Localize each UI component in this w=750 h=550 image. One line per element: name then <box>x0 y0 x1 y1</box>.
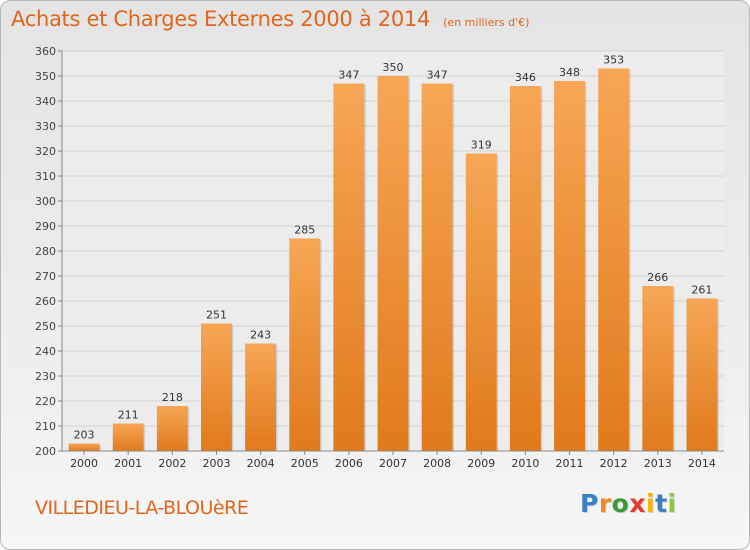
x-tick-label: 2000 <box>70 457 98 470</box>
y-tick-label: 360 <box>35 45 56 58</box>
y-tick-label: 320 <box>35 145 56 158</box>
bar <box>245 343 277 451</box>
y-tick-label: 350 <box>35 70 56 83</box>
x-tick-label: 2011 <box>556 457 584 470</box>
x-tick-label: 2008 <box>423 457 451 470</box>
y-tick-label: 300 <box>35 195 56 208</box>
bar-value-label: 348 <box>559 66 580 79</box>
x-tick-label: 2009 <box>467 457 495 470</box>
bar <box>465 153 497 451</box>
bar-value-label: 243 <box>250 329 271 342</box>
x-tick-label: 2014 <box>688 457 716 470</box>
y-tick-label: 200 <box>35 445 56 458</box>
logo-letter: x <box>629 489 646 518</box>
y-tick-label: 330 <box>35 120 56 133</box>
bar-value-label: 347 <box>427 69 448 82</box>
y-tick-label: 280 <box>35 245 56 258</box>
x-tick-label: 2010 <box>511 457 539 470</box>
title-row: Achats et Charges Externes 2000 à 2014 (… <box>11 7 529 31</box>
y-tick-label: 250 <box>35 320 56 333</box>
axes: 200 210 220 230 240 250 260 270 280 290 300 310 320 3… <box>35 45 724 470</box>
logo-letter: i <box>646 489 656 518</box>
y-tick-label: 310 <box>35 170 56 183</box>
bar-value-label: 218 <box>162 391 183 404</box>
bar-value-label: 266 <box>647 271 668 284</box>
y-tick-label: 220 <box>35 395 56 408</box>
bar-value-label: 319 <box>471 139 492 152</box>
logo-letter: i <box>667 489 677 518</box>
logo-letter: r <box>598 489 612 518</box>
bars: 203 211 218 251 243 285 347 350 347 319 346 348 353 2… <box>68 54 719 451</box>
bar-value-label: 347 <box>338 69 359 82</box>
x-tick-label: 2004 <box>247 457 275 470</box>
bar <box>686 298 718 451</box>
bar <box>333 83 365 451</box>
bar <box>377 76 409 451</box>
logo-letter: P <box>580 489 599 518</box>
bar-value-label: 350 <box>383 61 404 74</box>
bar-value-label: 211 <box>118 409 139 422</box>
logo-letter: o <box>611 489 630 518</box>
bar-value-label: 203 <box>74 429 95 442</box>
bar <box>156 406 188 451</box>
y-tick-label: 240 <box>35 345 56 358</box>
bar <box>421 83 453 451</box>
bar <box>554 81 585 451</box>
x-tick-label: 2005 <box>291 457 319 470</box>
x-tick-label: 2001 <box>114 457 142 470</box>
y-tick-label: 270 <box>35 270 56 283</box>
chart-subtitle: (en milliers d'€) <box>443 16 530 29</box>
bar <box>642 286 674 451</box>
x-tick-label: 2003 <box>202 457 230 470</box>
bar-value-label: 353 <box>603 54 624 67</box>
x-tick-label: 2013 <box>644 457 672 470</box>
y-tick-label: 210 <box>35 420 56 433</box>
bar-value-label: 251 <box>206 309 227 322</box>
bar <box>201 323 232 451</box>
x-tick-label: 2002 <box>158 457 186 470</box>
x-tick-label: 2007 <box>379 457 407 470</box>
bar <box>112 423 144 451</box>
proxiti-logo: Proxiti <box>580 489 677 518</box>
y-tick-label: 230 <box>35 370 56 383</box>
bar <box>598 68 630 451</box>
bar-value-label: 261 <box>691 284 712 297</box>
y-tick-label: 290 <box>35 220 56 233</box>
x-tick-label: 2006 <box>335 457 363 470</box>
y-tick-label: 260 <box>35 295 56 308</box>
commune-name: VILLEDIEU-LA-BLOUèRE <box>35 497 249 519</box>
bar-value-label: 346 <box>515 71 536 84</box>
bar <box>509 86 541 451</box>
logo-letter: t <box>655 489 668 518</box>
bar <box>289 238 321 451</box>
bar <box>68 443 100 451</box>
chart-title: Achats et Charges Externes 2000 à 2014 <box>11 7 431 31</box>
bar-value-label: 285 <box>294 224 315 237</box>
y-tick-label: 340 <box>35 95 56 108</box>
x-tick-label: 2012 <box>600 457 628 470</box>
